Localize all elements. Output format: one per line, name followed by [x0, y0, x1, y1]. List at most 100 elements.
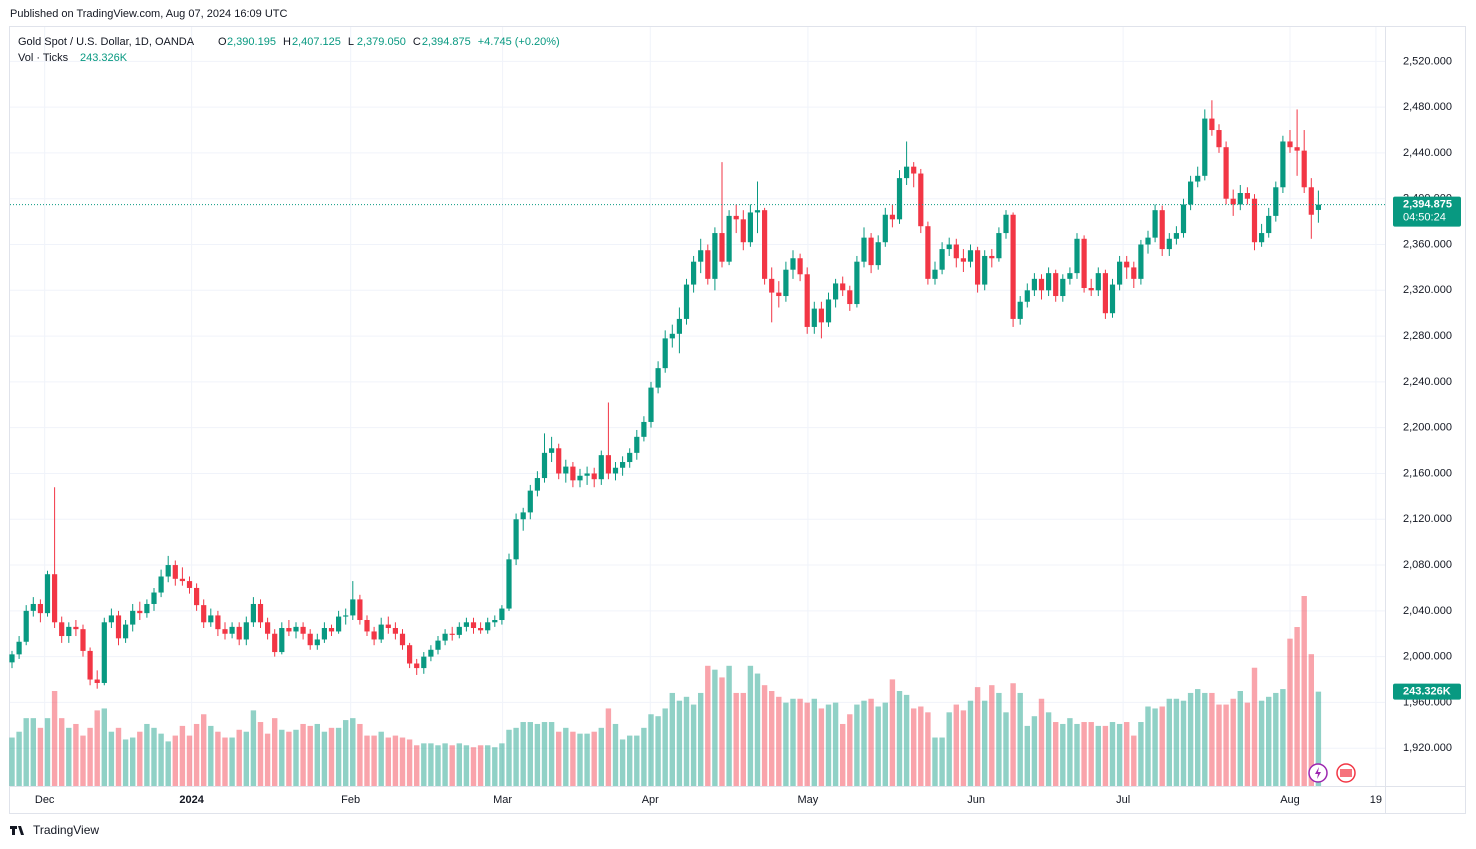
y-tick-label: 2,160.000: [1403, 467, 1452, 479]
candle-body: [1216, 130, 1222, 148]
x-tick-label: Jul: [1116, 794, 1130, 806]
candle-body: [328, 628, 335, 632]
legend: Gold Spot / U.S. Dollar, 1D, OANDA Vol ·…: [18, 36, 560, 64]
candle-body: [265, 622, 271, 634]
candle-body: [151, 592, 157, 604]
x-tick-label: Apr: [642, 794, 659, 806]
candle-body: [662, 338, 668, 369]
candle-body: [357, 599, 363, 621]
volume-bar: [648, 714, 654, 786]
candle-body: [378, 624, 384, 640]
volume-bar: [130, 737, 136, 786]
candle-body: [101, 622, 107, 683]
volume-bar: [1138, 722, 1144, 786]
volume-bar: [357, 723, 363, 786]
volume-bar: [9, 737, 15, 786]
candle-body: [939, 249, 945, 270]
candle-body: [130, 610, 136, 625]
volume-bar: [776, 696, 782, 786]
candle-body: [1003, 214, 1009, 234]
volume-bar: [172, 735, 178, 786]
volume-bar: [399, 737, 406, 786]
candle-body: [80, 629, 86, 651]
volume-bar: [506, 729, 512, 786]
y-tick-label: 1,920.000: [1403, 742, 1452, 754]
volume-bar: [243, 731, 249, 786]
volume-bar: [769, 691, 775, 786]
volume-bar: [868, 698, 874, 786]
candle-body: [243, 622, 249, 640]
volume-bar: [421, 743, 427, 786]
candle-body: [513, 519, 519, 560]
y-tick-label: 2,320.000: [1403, 284, 1452, 296]
candle-body: [1088, 288, 1094, 291]
volume-bar: [556, 731, 562, 786]
candle-body: [698, 250, 704, 262]
volume-bar: [201, 714, 207, 786]
candle-body: [527, 490, 533, 513]
candle-body: [762, 210, 768, 279]
volume-bar: [1095, 725, 1101, 786]
y-tick-label: 2,480.000: [1403, 101, 1452, 113]
candle-body: [861, 237, 867, 262]
candle-body: [392, 628, 398, 634]
candle-body: [194, 587, 200, 606]
ohlc-prefix: H: [283, 36, 291, 48]
candle-body: [1180, 204, 1187, 234]
ohlc-value: 2,394.875: [422, 36, 471, 48]
candle-body: [712, 233, 718, 279]
candle-body: [1230, 198, 1236, 205]
volume-bar: [605, 708, 612, 786]
candle-body: [137, 610, 143, 614]
volume-bar: [996, 692, 1002, 786]
volume-bar: [570, 731, 576, 786]
volume-bar: [513, 727, 519, 786]
candle-body: [989, 255, 995, 259]
candle-body: [577, 475, 583, 481]
candle-body: [321, 628, 327, 640]
price-tag-label: 2,394.875: [1403, 198, 1452, 210]
candle-body: [541, 452, 548, 479]
candle-body: [620, 462, 626, 468]
volume-bar: [790, 698, 796, 786]
volume-bar: [1315, 691, 1322, 786]
volume-bar: [293, 729, 299, 786]
change: +4.745 (+0.20%): [478, 36, 560, 48]
price-tag: [1393, 196, 1461, 227]
candle-body: [158, 576, 164, 593]
volume-bar: [23, 718, 29, 786]
volume-bar: [335, 727, 342, 786]
candle-body: [804, 274, 810, 327]
candle-body: [364, 620, 370, 632]
candle-body: [875, 242, 881, 266]
candle-body: [790, 258, 796, 270]
volume-bar: [229, 737, 235, 786]
candle-body: [591, 473, 597, 480]
candle-body: [1280, 141, 1286, 188]
candle-body: [286, 628, 292, 632]
volume-bar: [1010, 683, 1016, 786]
ohlc-value: 2,379.050: [357, 36, 406, 48]
volume-bar: [385, 737, 391, 786]
candle-body: [833, 283, 839, 300]
candle-body: [1017, 301, 1023, 319]
volume-bar: [655, 716, 661, 786]
candle-body: [598, 455, 604, 480]
candle-body: [563, 466, 569, 474]
volume-bar: [101, 708, 107, 786]
volume-bar: [698, 692, 704, 786]
volume-bar: [584, 733, 590, 786]
candle-body: [343, 615, 349, 617]
candle-body: [904, 166, 910, 179]
candle-body: [549, 448, 555, 453]
volume-bar: [321, 731, 328, 786]
candle-body: [754, 210, 761, 213]
candle-body: [208, 615, 214, 623]
y-tick-label: 2,200.000: [1403, 422, 1452, 434]
candle-body: [215, 615, 221, 630]
volume-bar: [16, 731, 22, 786]
candle-body: [186, 581, 193, 588]
volume-bar: [896, 691, 903, 786]
candles: [9, 100, 1385, 689]
